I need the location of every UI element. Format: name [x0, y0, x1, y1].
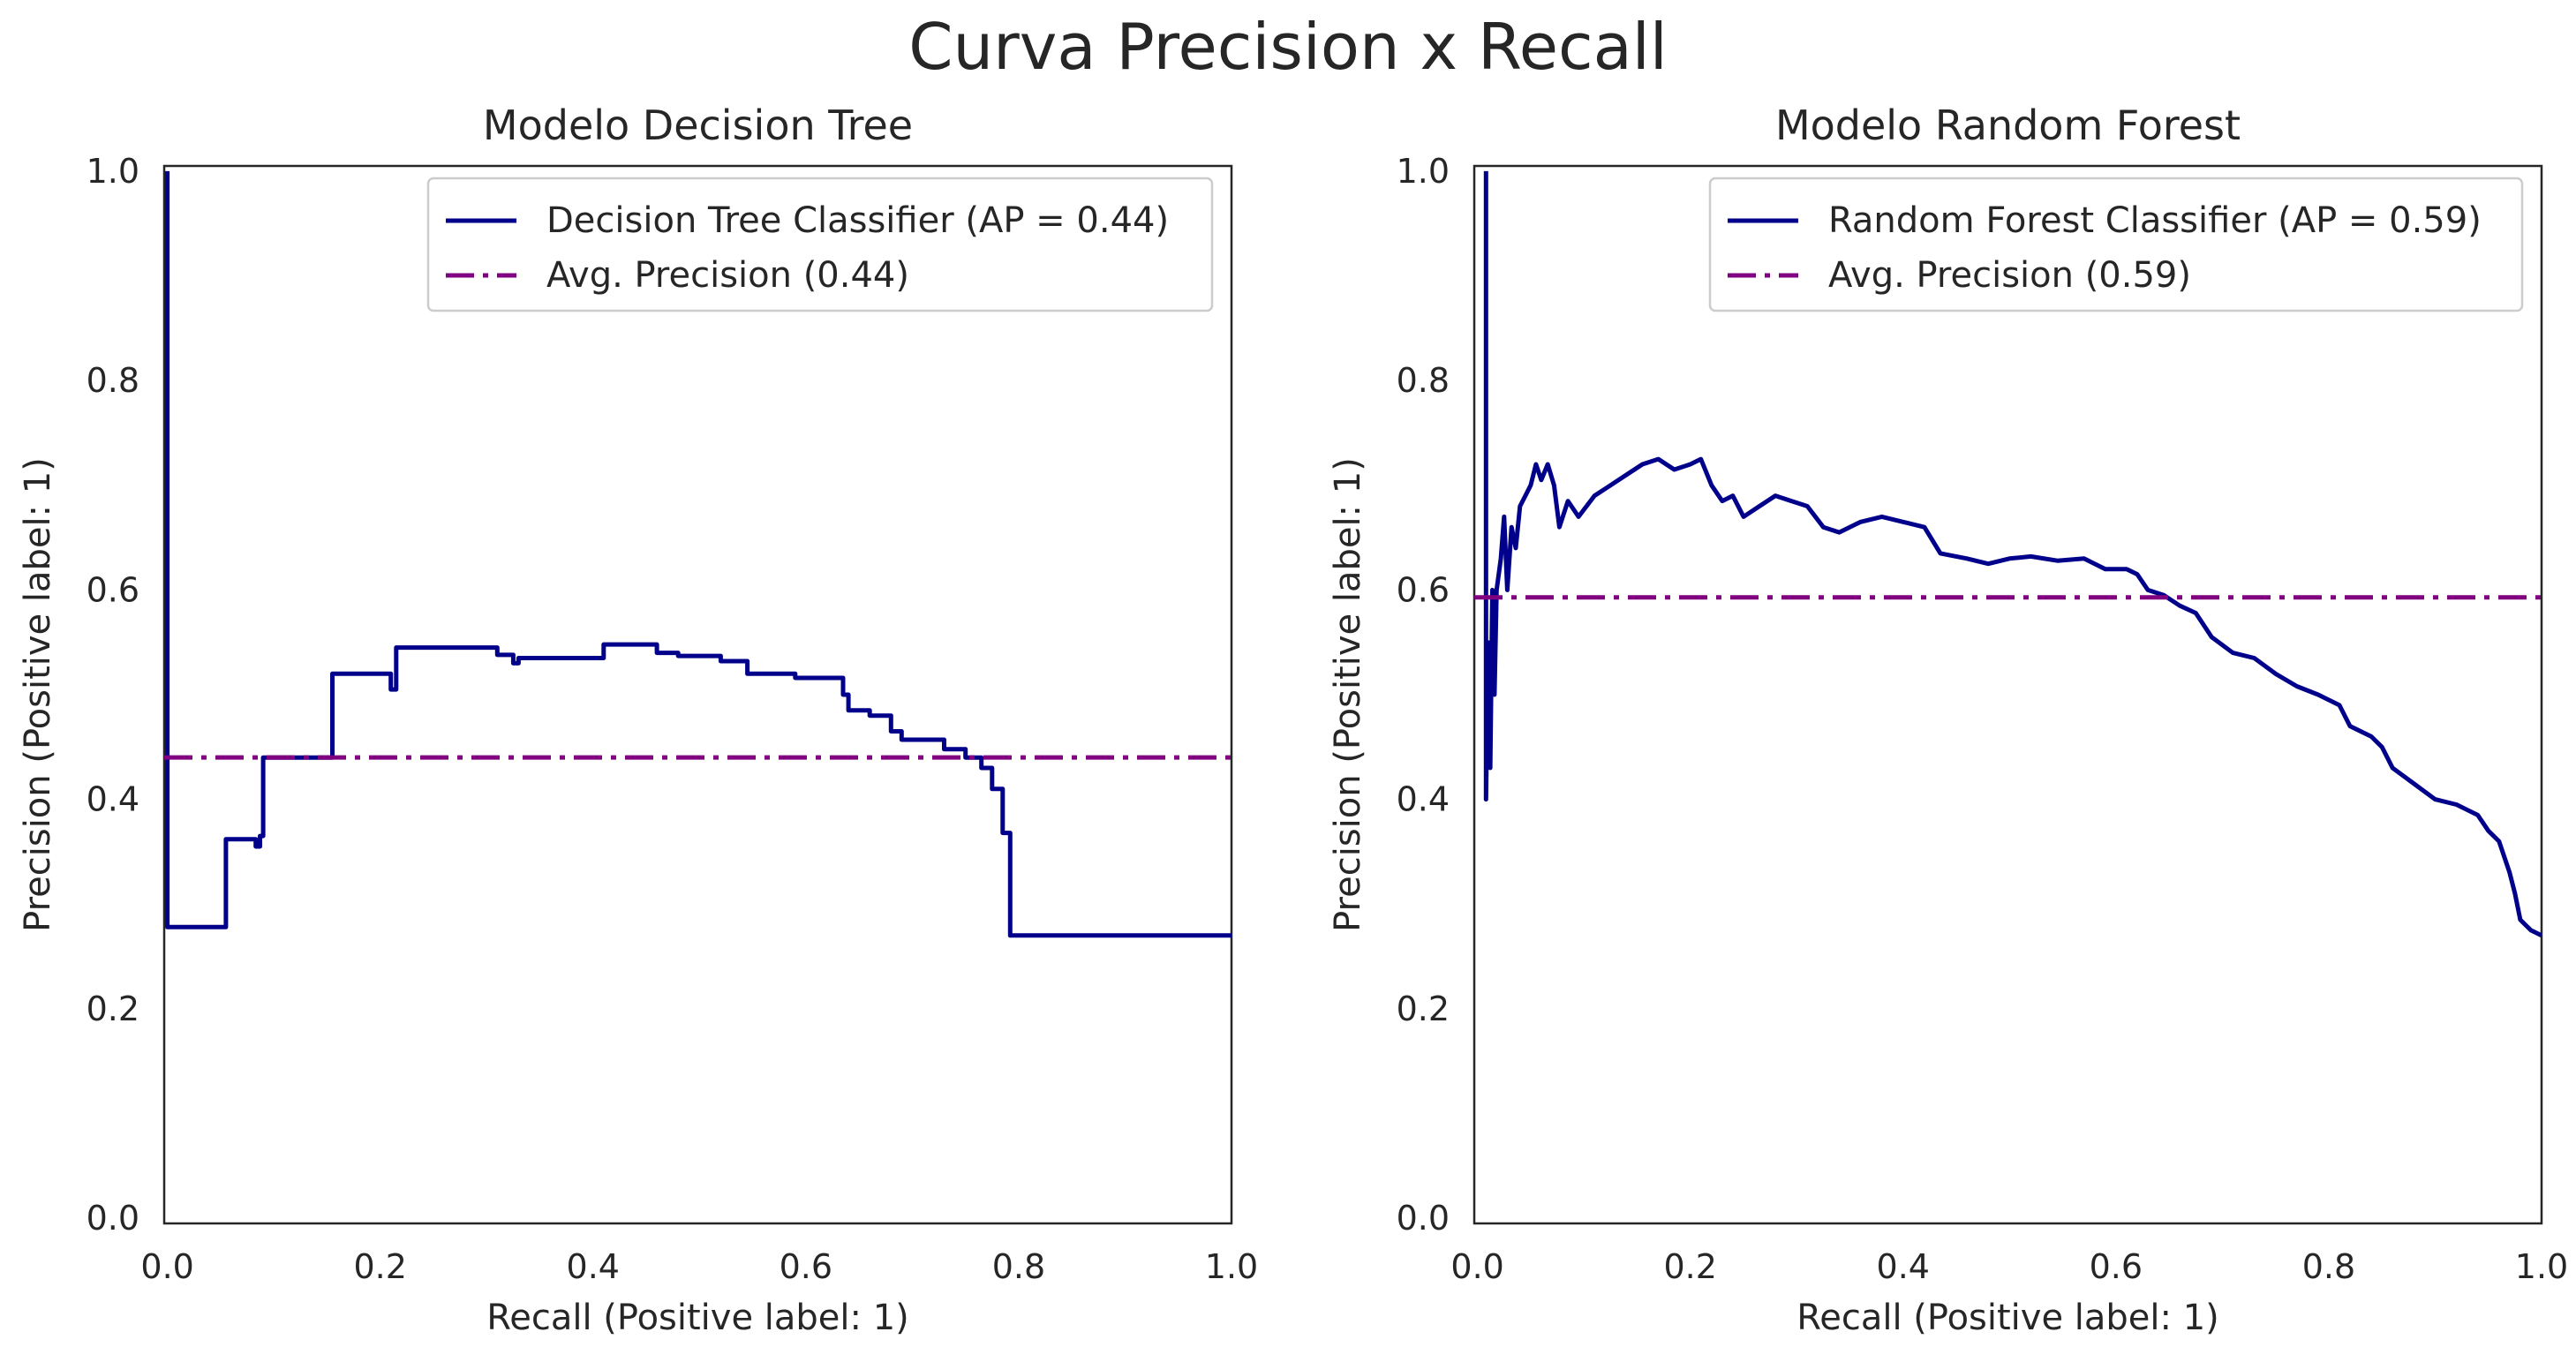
x-tick-label: 0.0	[140, 1247, 193, 1286]
legend-box	[426, 177, 1214, 312]
x-tick-label: 0.4	[567, 1247, 620, 1286]
y-tick-label: 0.8	[87, 361, 139, 400]
y-tick-label: 0.0	[87, 1199, 139, 1238]
x-tick-label: 0.2	[1663, 1247, 1716, 1286]
chart-random-forest: Modelo Random Forest 0.0 0.2 0.4 0.6 0.8 1.0 0.…	[1328, 102, 2568, 1338]
x-tick-label: 0.4	[1877, 1247, 1930, 1286]
x-tick-label: 0.2	[353, 1247, 406, 1286]
y-tick-label: 0.0	[1397, 1199, 1450, 1238]
x-tick-label: 0.0	[1450, 1247, 1503, 1286]
precision-recall-curve	[1483, 170, 2542, 938]
y-tick-label: 0.2	[1397, 990, 1450, 1028]
y-tick-label: 1.0	[1397, 152, 1450, 191]
figure-suptitle: Curva Precision x Recall	[908, 10, 1668, 84]
plot-area	[162, 164, 1233, 1225]
y-tick-label: 0.4	[1397, 780, 1450, 819]
legend-label: Avg. Precision (0.59)	[1828, 255, 2191, 296]
x-axis-label: Recall (Positive label: 1)	[1796, 1298, 2219, 1338]
legend-label: Avg. Precision (0.44)	[546, 255, 909, 296]
y-tick-label: 0.6	[1397, 570, 1450, 609]
x-tick-label: 0.8	[2302, 1247, 2355, 1286]
y-tick-label: 0.4	[87, 780, 139, 819]
y-tick-label: 1.0	[87, 152, 139, 191]
y-axis-label: Precision (Positive label: 1)	[18, 457, 58, 932]
x-tick-label: 0.6	[780, 1247, 832, 1286]
plot-area	[1473, 164, 2543, 1225]
legend-label: Random Forest Classifier (AP = 0.59)	[1828, 200, 2482, 241]
x-tick-label: 1.0	[1205, 1247, 1258, 1286]
x-tick-label: 0.6	[2090, 1247, 2143, 1286]
y-tick-label: 0.6	[87, 570, 139, 609]
legend-box	[1708, 177, 2524, 312]
chart-decision-tree: Modelo Decision Tree 0.0 0.2 0.4 0.6 0.8 1.0 0.…	[18, 102, 1258, 1338]
legend-label: Decision Tree Classifier (AP = 0.44)	[546, 200, 1169, 241]
y-tick-label: 0.8	[1397, 361, 1450, 400]
y-axis-label: Precision (Positive label: 1)	[1328, 457, 1368, 932]
y-tick-label: 0.2	[87, 990, 139, 1028]
x-axis-label: Recall (Positive label: 1)	[486, 1298, 909, 1338]
chart-title: Modelo Random Forest	[1775, 102, 2241, 149]
x-tick-label: 1.0	[2515, 1247, 2568, 1286]
chart-title: Modelo Decision Tree	[483, 102, 913, 149]
x-tick-label: 0.8	[992, 1247, 1045, 1286]
